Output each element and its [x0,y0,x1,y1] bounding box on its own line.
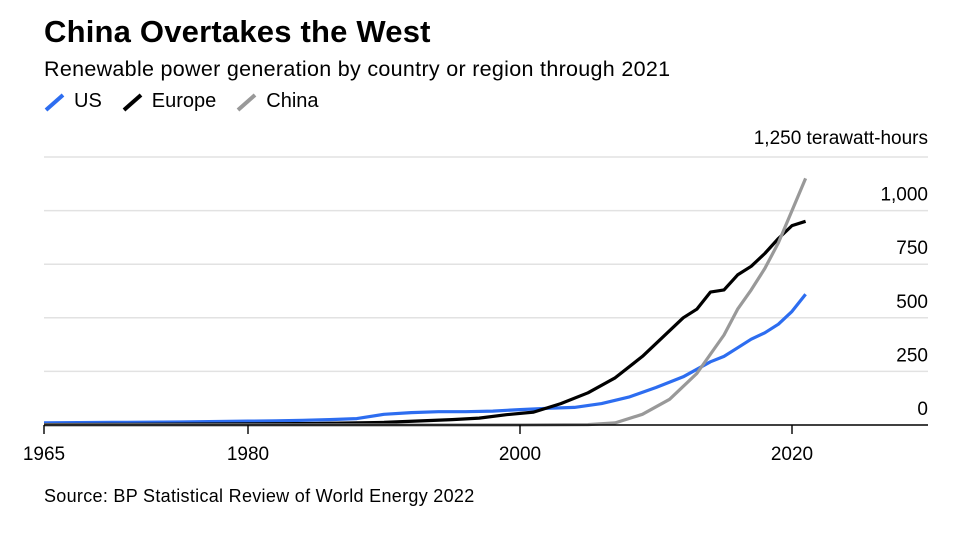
y-tick-label-250: 250 [896,345,928,366]
series-line-china [44,177,808,427]
y-tick-label-0: 0 [917,399,928,420]
legend-label-europe: Europe [151,90,217,112]
chart-title: China Overtakes the West [44,14,431,49]
y-unit-label: 1,250 terawatt-hours [754,128,928,149]
y-tick-label-500: 500 [896,292,928,313]
y-tick-label-750: 750 [896,238,928,259]
legend-label-china: China [266,90,319,112]
legend-item-china: China [236,90,319,113]
x-tick-label-1965: 1965 [23,444,65,465]
series-line-us [43,293,807,425]
legend-swatch-europe [122,93,143,111]
legend-item-europe: Europe [122,90,217,113]
legend-swatch-us [44,93,65,111]
x-tick-label-2020: 2020 [771,444,813,465]
chart-subtitle: Renewable power generation by country or… [44,57,671,81]
source-note: Source: BP Statistical Review of World E… [44,486,475,506]
x-tick-label-2000: 2000 [499,444,541,465]
legend: US Europe China [44,90,339,113]
y-tick-label-1000: 1,000 [880,185,928,206]
x-tick-label-1980: 1980 [227,444,269,465]
legend-label-us: US [74,90,102,112]
legend-item-us: US [44,90,102,113]
legend-swatch-china [236,93,257,111]
series-line-europe [43,219,807,427]
